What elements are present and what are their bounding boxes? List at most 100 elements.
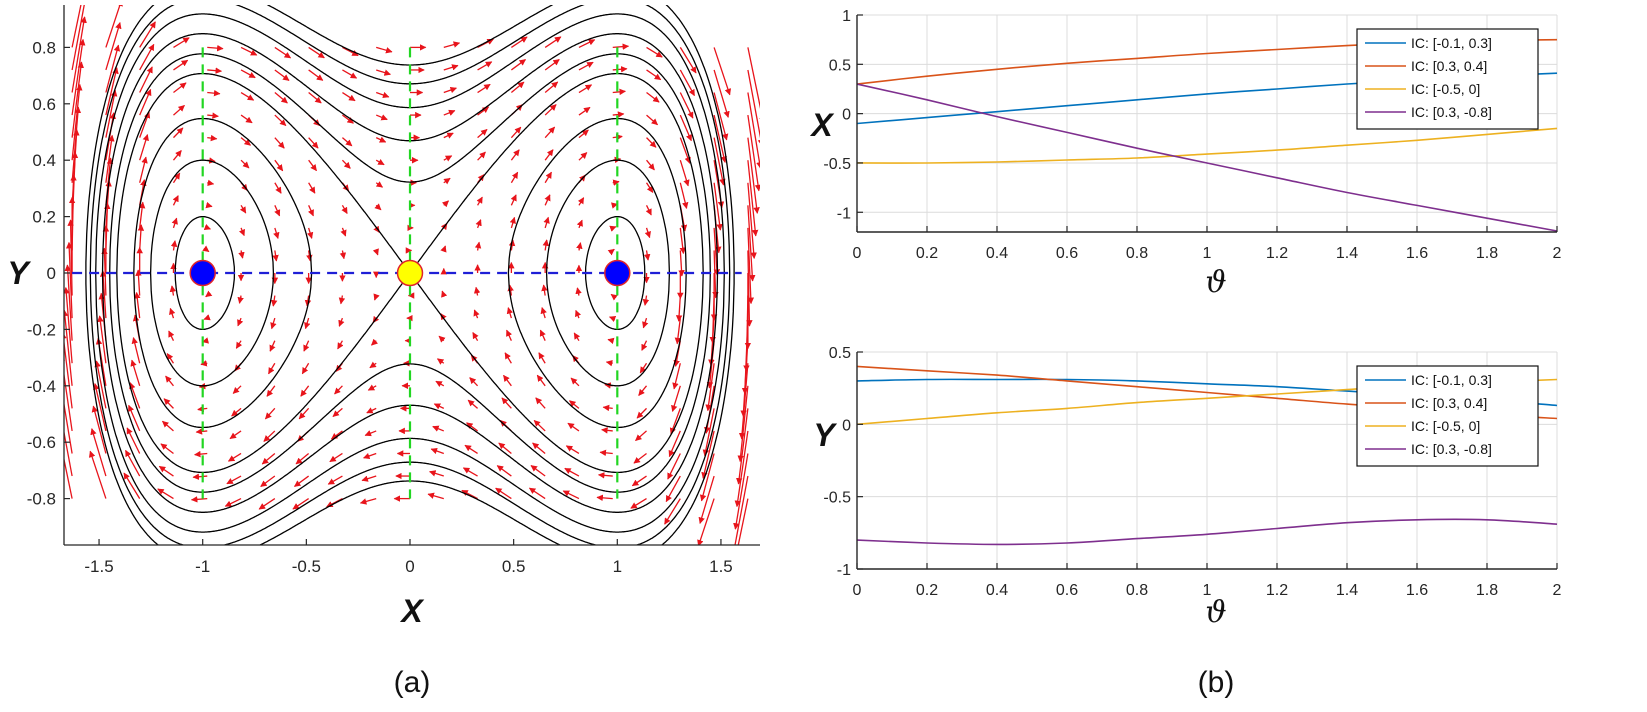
vector-arrow (575, 309, 582, 319)
vector-arrow (506, 307, 514, 319)
vector-arrow (503, 374, 512, 387)
vector-arrow (443, 132, 454, 139)
y-series-y-axis-title: Y (813, 417, 837, 453)
y-tick-label: 0 (842, 417, 851, 434)
vector-arrow (675, 295, 683, 322)
vector-arrow (240, 91, 255, 101)
vector-arrow (535, 397, 546, 409)
vector-arrow (443, 109, 456, 116)
vector-arrow (473, 309, 480, 319)
x-series-y-axis-title: X (809, 107, 834, 143)
vector-arrow (240, 69, 256, 79)
x-tick-label: 0.6 (1056, 582, 1078, 599)
vector-arrow (306, 227, 314, 239)
vector-arrow (170, 240, 178, 251)
vector-arrow (475, 219, 482, 229)
vector-arrow (237, 317, 244, 327)
vector-arrow (308, 137, 319, 149)
vector-arrow (699, 453, 715, 502)
vector-arrow (263, 430, 276, 442)
vector-arrow (644, 227, 651, 239)
x-tick-label: 1.4 (1336, 582, 1358, 599)
vector-arrow (609, 225, 617, 232)
vector-arrow (200, 360, 208, 367)
vector-arrow (576, 242, 583, 251)
vector-arrow (139, 134, 149, 161)
vector-arrow (64, 264, 73, 341)
vector-arrow (578, 39, 596, 48)
vector-arrow (646, 92, 660, 103)
x-tick-label: 0.8 (1126, 245, 1148, 262)
vector-arrow (467, 399, 479, 409)
vector-arrow (105, 44, 121, 93)
vector-arrow (375, 91, 390, 99)
vector-arrow (172, 150, 182, 161)
vector-arrow (272, 250, 279, 262)
vector-arrow (163, 398, 174, 409)
vector-arrow (510, 171, 519, 184)
vector-arrow (330, 430, 343, 440)
vector-arrow (443, 64, 459, 71)
x-tick-label: -1 (195, 557, 210, 576)
vector-arrow (99, 270, 107, 319)
center-point (189, 259, 216, 287)
y-tick-label: -1 (837, 205, 851, 222)
vector-arrow (274, 92, 288, 104)
vector-arrow (139, 111, 151, 138)
vector-arrow (298, 407, 310, 420)
vector-arrow (605, 359, 613, 367)
vector-arrow (679, 160, 690, 187)
vector-arrow (462, 467, 478, 477)
vector-arrow (501, 397, 512, 409)
vector-arrow (528, 487, 546, 500)
vector-arrow (542, 239, 550, 251)
x-tick-label: 1.6 (1406, 245, 1428, 262)
vector-arrow (171, 217, 178, 229)
vector-arrow (539, 329, 546, 341)
vector-arrow (326, 498, 343, 508)
vector-arrow (646, 137, 657, 148)
series-line (856, 518, 1558, 546)
legend: IC: [-0.1, 0.3] IC: [0.3, 0.4] IC: [-0.5, … (1356, 365, 1539, 467)
vector-arrow (734, 430, 749, 508)
vector-arrow (713, 137, 726, 186)
vector-arrow (274, 205, 281, 217)
vector-arrow (334, 385, 343, 395)
vector-arrow (643, 250, 651, 261)
vector-arrow (232, 385, 242, 394)
vector-arrow (540, 307, 547, 319)
vector-arrow (139, 88, 152, 116)
vector-arrow (129, 382, 141, 409)
vector-arrow (139, 21, 156, 48)
vector-arrow (71, 83, 83, 161)
x-tick-label: 1.8 (1476, 245, 1498, 262)
vector-arrow (679, 114, 692, 142)
vector-arrow (173, 59, 189, 71)
vector-arrow (292, 498, 309, 510)
vector-arrow (375, 114, 388, 121)
vector-arrow (541, 284, 548, 296)
vector-arrow (646, 159, 655, 171)
vector-arrow (369, 361, 377, 369)
legend-label: IC: [-0.5, 0] (1411, 81, 1480, 97)
vector-arrow (341, 137, 353, 147)
vector-arrow (139, 66, 153, 93)
vector-arrow (469, 377, 479, 387)
vector-arrow (372, 248, 379, 256)
vector-arrow (441, 290, 448, 298)
vector-arrow (734, 475, 749, 545)
vector-arrow (562, 490, 580, 500)
vector-arrow (261, 452, 276, 465)
vector-arrow (596, 494, 613, 502)
vector-arrow (126, 427, 141, 454)
caption-b: (b) (1198, 666, 1235, 699)
vector-arrow (510, 59, 527, 71)
vector-arrow (207, 134, 218, 142)
vector-arrow (443, 86, 457, 94)
vector-arrow (264, 407, 276, 420)
vector-arrow (544, 126, 556, 139)
vector-arrow (231, 407, 242, 417)
y-tick-label: 0 (842, 107, 851, 124)
vector-arrow (510, 81, 525, 94)
vector-arrow (205, 290, 213, 298)
